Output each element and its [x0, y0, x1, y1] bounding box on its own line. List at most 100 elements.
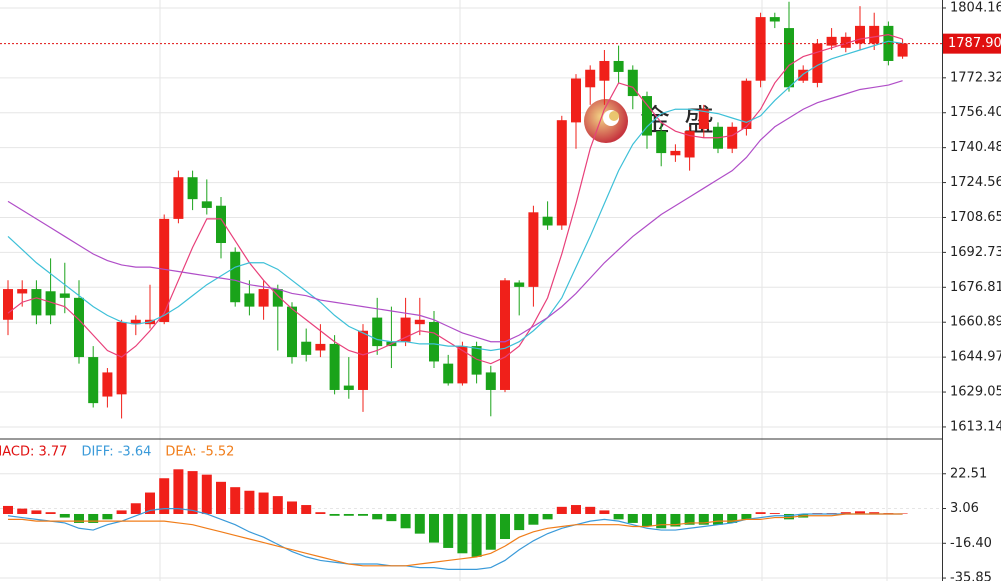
moving-average-line — [7, 40, 903, 352]
macd-bar — [627, 513, 638, 523]
candle-body — [855, 25, 865, 44]
candle-body — [897, 43, 908, 57]
candle-body — [201, 201, 212, 208]
macd-line — [8, 513, 903, 567]
macd-bar — [656, 513, 667, 529]
candle-body — [88, 357, 99, 404]
y-tick-label: 1724.56 — [950, 175, 1001, 190]
candle-body — [372, 317, 383, 347]
macd-bar — [386, 513, 397, 522]
candle-body — [429, 321, 439, 362]
candle-body — [500, 280, 510, 390]
candle-body — [798, 69, 809, 81]
macd-bar — [187, 471, 198, 514]
macd-bar — [343, 513, 354, 516]
candle-body — [3, 289, 13, 320]
candle-body — [187, 177, 198, 200]
candle-body — [258, 289, 269, 307]
macd-bar — [17, 508, 28, 514]
vertical-grid — [159, 0, 888, 581]
candle-body — [642, 96, 652, 136]
candle-body — [727, 126, 738, 149]
macd-bar — [272, 496, 283, 514]
macd-bar — [88, 513, 99, 523]
macd-bar — [45, 512, 56, 514]
candle-body — [17, 289, 28, 294]
macd-bar — [145, 492, 155, 514]
candle-body — [684, 131, 695, 158]
macd-bar — [443, 513, 454, 548]
macd-bar — [855, 511, 865, 514]
candle-body — [485, 372, 496, 390]
macd-bar — [528, 513, 539, 525]
candle-body — [741, 80, 752, 129]
macd-bar — [59, 513, 70, 518]
macd-line — [7, 508, 903, 570]
candle-body — [343, 385, 354, 390]
candle-body — [159, 218, 170, 322]
macd-bar — [840, 512, 851, 514]
candle-body — [656, 131, 667, 154]
macd-bar — [315, 512, 326, 514]
macd-bar — [102, 513, 113, 520]
macd-bar — [642, 513, 652, 527]
candle-body — [528, 212, 539, 287]
macd-bar — [414, 513, 425, 534]
macd-bar — [116, 510, 127, 514]
moving-average-line — [7, 80, 903, 343]
candle-body — [315, 343, 326, 351]
y-tick-label: 1676.81 — [950, 280, 1001, 295]
y-tick-label: 1756.40 — [950, 105, 1001, 120]
macd-bar — [329, 513, 340, 516]
macd-bar — [500, 513, 510, 540]
candle-body — [216, 205, 226, 244]
macd-bar — [244, 490, 255, 514]
macd-bar — [230, 487, 241, 514]
macd-bar — [74, 513, 84, 523]
macd-bar — [258, 492, 269, 514]
macd-bar — [869, 512, 880, 514]
y-tick-label: 1613.14 — [950, 419, 1001, 434]
candle-body — [301, 341, 312, 355]
candle-body — [74, 297, 84, 358]
candle-body — [698, 109, 709, 129]
macd-bar — [755, 512, 766, 514]
macd-bar — [599, 510, 610, 514]
macd-bar — [727, 513, 738, 523]
macd-bar — [684, 513, 695, 525]
macd-bar — [698, 513, 709, 525]
candle-body — [59, 293, 70, 298]
macd-bar — [287, 501, 297, 514]
candle-body — [556, 120, 567, 226]
y-tick-label: 1740.48 — [950, 140, 1001, 155]
macd-bar — [301, 505, 312, 514]
candle-body — [173, 177, 184, 219]
candle-body — [45, 291, 56, 316]
macd-bar — [713, 513, 723, 525]
candle-body — [542, 216, 553, 226]
candle-body — [812, 43, 823, 83]
candle-body — [230, 251, 241, 303]
candle-body — [457, 346, 468, 384]
legend-entry: DIFF: -3.64 — [81, 445, 151, 460]
y-tick-label: 1692.73 — [950, 245, 1001, 260]
y-tick-label: 1708.65 — [950, 210, 1001, 225]
y-tick-label: -16.40 — [950, 536, 992, 551]
macd-bar — [741, 513, 752, 520]
candle-body — [514, 282, 525, 287]
macd-bar — [556, 506, 567, 514]
macd-bar — [31, 510, 42, 514]
candle-body — [471, 346, 482, 375]
candle-body — [627, 69, 638, 97]
candle-body — [130, 319, 141, 325]
candle-body — [755, 17, 766, 81]
candle-body — [784, 28, 794, 88]
macd-bar — [429, 513, 439, 543]
macd-bar — [514, 513, 525, 531]
y-tick-label: 1660.89 — [950, 315, 1001, 330]
macd-bar — [216, 481, 226, 514]
current-price-label: 1787.90 — [948, 36, 1001, 51]
candle-body — [287, 306, 297, 358]
macd-bar — [613, 513, 624, 520]
